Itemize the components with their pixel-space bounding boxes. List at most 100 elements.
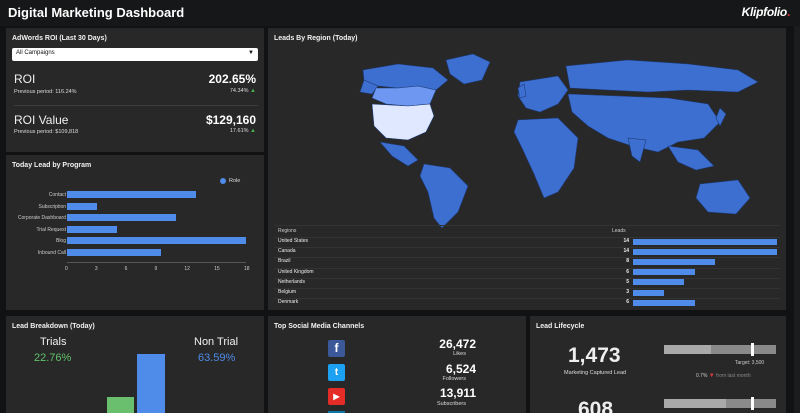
x-tick-label: 3 xyxy=(94,266,98,272)
non-trial-label: Non Trial xyxy=(194,336,239,348)
x-tick-label: 12 xyxy=(184,266,190,272)
region-leads-value: 5 xyxy=(626,278,629,285)
chart-bar[interactable] xyxy=(67,202,97,210)
table-row-divider xyxy=(274,277,780,279)
arrow-up-icon: ▲ xyxy=(250,88,256,94)
chart-bar[interactable] xyxy=(67,214,177,221)
panel-title: Lead Breakdown (Today) xyxy=(12,323,95,330)
map-asia xyxy=(567,93,721,153)
youtube-icon[interactable]: ▶ xyxy=(328,388,345,405)
world-map xyxy=(359,53,759,229)
facebook-label: Likes xyxy=(453,351,466,357)
klipfolio-logo[interactable]: Klipfolio. xyxy=(742,5,791,19)
region-name: Denmark xyxy=(278,299,299,306)
dashboard-title: Digital Marketing Dashboard xyxy=(8,5,185,20)
twitter-glyph: t xyxy=(334,367,339,378)
top-bar: Digital Marketing Dashboard Klipfolio. xyxy=(0,0,800,26)
captured-progress-track xyxy=(664,345,776,354)
region-leads-bar xyxy=(633,258,716,265)
region-leads-value: 8 xyxy=(626,258,629,265)
legend-swatch xyxy=(220,178,226,184)
program-bar-chart: Contact Subscription Corporate Dashboard Tr… xyxy=(6,155,264,310)
category-label: Contact xyxy=(48,192,66,198)
region-leads-value: 3 xyxy=(626,289,629,295)
map-russia xyxy=(565,59,759,93)
progress-fill xyxy=(664,399,726,408)
adwords-roi-panel: AdWords ROI (Last 30 Days) All Campaigns… xyxy=(6,28,264,152)
panel-title: AdWords ROI (Last 30 Days) xyxy=(12,35,107,42)
lead-by-program-panel: Today Lead by Program Role Contact Subscr… xyxy=(6,155,264,310)
panel-title: Lead Lifecycle xyxy=(536,323,585,330)
twitter-icon[interactable]: t xyxy=(328,364,345,381)
region-leads-bar xyxy=(633,279,685,286)
chevron-down-icon: ▼ xyxy=(248,50,254,56)
map-mexico xyxy=(379,141,419,167)
table-row-divider xyxy=(274,247,780,249)
page-scrollbar[interactable] xyxy=(794,26,800,413)
captured-delta: 0.7% ▼ from last month xyxy=(696,373,751,379)
map-europe xyxy=(517,75,569,113)
campaign-select-value: All Campaigns xyxy=(16,50,55,56)
map-india xyxy=(627,137,647,163)
table-row-divider xyxy=(274,257,780,259)
leads-column-header[interactable]: Leads xyxy=(612,228,626,234)
facebook-icon[interactable]: f xyxy=(328,340,345,357)
region-leads-value: 6 xyxy=(626,299,629,306)
trials-percent: 22.76% xyxy=(34,352,72,364)
second-lead-value: 608 xyxy=(578,398,614,413)
table-row-divider xyxy=(274,288,780,289)
chart-bar[interactable] xyxy=(67,225,117,233)
trials-label: Trials xyxy=(40,336,67,348)
facebook-value: 26,472 xyxy=(439,337,476,351)
captured-lead-value: 1,473 xyxy=(568,344,621,367)
youtube-label: Subscribers xyxy=(436,401,466,407)
region-name: Belgium xyxy=(278,289,297,295)
lead-lifecycle-panel: Lead Lifecycle 1,473 Marketing Captured … xyxy=(530,316,786,413)
chart-bar[interactable] xyxy=(67,191,197,198)
map-australia xyxy=(695,179,751,215)
chart-bar[interactable] xyxy=(67,237,246,244)
panel-title: Leads By Region (Today) xyxy=(274,35,358,42)
linkedin-icon[interactable] xyxy=(328,411,345,413)
social-media-panel: Top Social Media Channels f 26,472 Likes… xyxy=(268,316,526,413)
second-progress-track xyxy=(664,399,776,408)
roi-value-delta: 17.61% ▲ xyxy=(230,128,256,134)
map-south-america xyxy=(419,163,469,229)
region-leads-bar xyxy=(633,289,664,296)
category-label: Blog xyxy=(55,238,66,244)
regions-column-header[interactable]: Regions xyxy=(278,228,297,234)
x-tick-label: 15 xyxy=(214,266,220,272)
legend-label: Role xyxy=(229,178,241,184)
table-row-divider xyxy=(274,237,780,238)
map-alaska xyxy=(359,79,379,95)
map-greenland xyxy=(445,53,491,85)
roi-value-value: $129,160 xyxy=(205,113,256,127)
map-japan xyxy=(715,107,727,127)
roi-value-label: ROI Value xyxy=(14,113,69,127)
x-tick-label: 6 xyxy=(124,266,128,272)
twitter-label: Followers xyxy=(442,376,466,382)
category-label: Corporate Dashboard xyxy=(17,215,66,221)
captured-delta-note: from last month xyxy=(716,373,751,379)
region-name: United Kingdom xyxy=(278,268,314,275)
roi-label: ROI xyxy=(14,72,36,86)
panel-title: Today Lead by Program xyxy=(12,162,92,169)
category-label: Inbound Call xyxy=(37,249,66,256)
chart-bar[interactable] xyxy=(67,248,162,256)
roi-previous: Previous period: 116.24% xyxy=(14,89,77,95)
map-united-states xyxy=(371,103,435,141)
logo-dot: . xyxy=(786,5,790,19)
region-table: United States 14 Canada 14 Brazil 8 United Kin… xyxy=(268,28,786,310)
roi-value-delta-value: 17.61% xyxy=(229,128,249,134)
progress-fill xyxy=(664,345,712,354)
table-top-line xyxy=(274,225,780,226)
roi-delta: 74.34% ▲ xyxy=(230,88,256,94)
divider xyxy=(14,105,258,106)
campaign-select[interactable]: All Campaigns ▼ xyxy=(12,48,258,61)
captured-target: Target: 3,500 xyxy=(735,360,765,366)
roi-value-previous: Previous period: $109,818 xyxy=(14,129,79,135)
x-tick-label: 18 xyxy=(244,266,250,272)
map-uk xyxy=(517,83,527,99)
region-name: Netherlands xyxy=(278,278,305,285)
region-leads-value: 6 xyxy=(626,268,629,275)
